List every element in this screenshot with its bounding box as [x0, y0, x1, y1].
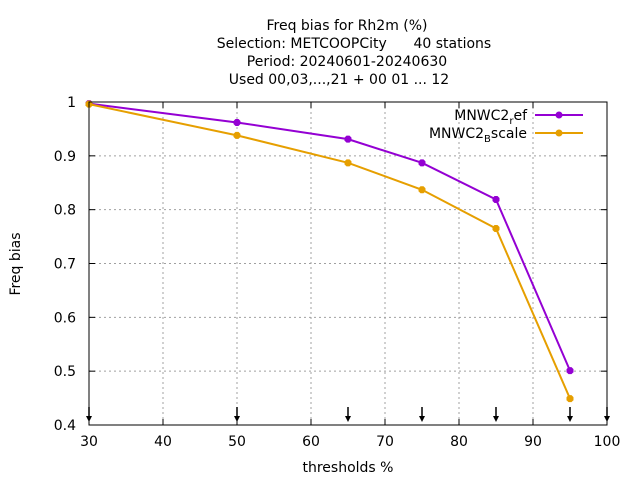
x-tick-label: 70 — [376, 434, 394, 450]
threshold-arrow-icon — [567, 407, 573, 422]
y-tick-label: 0.5 — [54, 364, 76, 380]
data-point — [492, 225, 500, 233]
legend-label: MNWC2Bscale — [429, 126, 527, 145]
axes: 30 40 50 60 70 80 90 100 0.4 0.5 0.6 0.7 0.8 0.9 1 — [54, 95, 621, 450]
y-tick-label: 1 — [67, 95, 76, 111]
data-point — [418, 186, 426, 194]
threshold-markers — [86, 407, 610, 422]
x-axis-label: thresholds % — [303, 460, 394, 476]
x-tick-label: 90 — [524, 434, 542, 450]
threshold-arrow-icon — [345, 407, 351, 422]
legend-entry-2: MNWC2Bscale — [429, 126, 583, 145]
threshold-arrow-icon — [493, 407, 499, 422]
chart-title-line-4: Used 00,03,...,21 + 00 01 ... 12 — [229, 72, 449, 88]
data-point — [566, 395, 574, 403]
x-tick-label: 50 — [228, 434, 246, 450]
y-axis-label: Freq bias — [8, 232, 24, 295]
x-tick-label: 30 — [80, 434, 98, 450]
chart-title-line-3: Period: 20240601-20240630 — [247, 54, 447, 70]
y-tick-label: 0.7 — [54, 257, 76, 273]
data-point — [418, 159, 426, 167]
series-group — [85, 100, 574, 403]
series-2 — [85, 100, 574, 403]
x-tick-label: 80 — [450, 434, 468, 450]
threshold-arrow-icon — [419, 407, 425, 422]
data-point — [233, 118, 241, 126]
x-tick-label: 100 — [594, 434, 621, 450]
chart-title-line-1: Freq bias for Rh2m (%) — [266, 18, 427, 34]
x-tick-label: 60 — [302, 434, 320, 450]
series-line — [88, 102, 571, 372]
data-point — [492, 195, 500, 203]
x-tick-label: 40 — [154, 434, 172, 450]
y-tick-label: 0.6 — [54, 310, 76, 326]
legend-entry-1: MNWC2ref — [454, 108, 583, 127]
y-tick-label: 0.9 — [54, 149, 76, 165]
y-tick-label: 0.4 — [54, 418, 76, 434]
data-point — [566, 367, 574, 375]
data-point — [344, 135, 352, 143]
series-line — [88, 103, 571, 400]
data-point — [344, 159, 352, 167]
grid — [89, 102, 607, 425]
legend-marker — [555, 129, 563, 137]
y-tick-label: 0.8 — [54, 203, 76, 219]
legend-marker — [555, 111, 563, 119]
data-point — [233, 131, 241, 139]
legend-label: MNWC2ref — [454, 108, 528, 127]
chart-title-line-2: Selection: METCOOPCity 40 stations — [217, 36, 491, 52]
